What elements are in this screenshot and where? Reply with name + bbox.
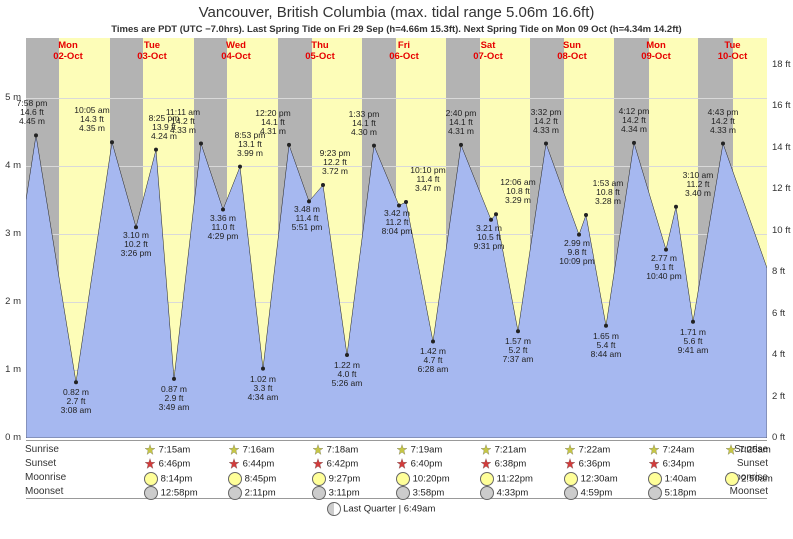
- footer-moonset: 4:33pm: [480, 486, 528, 500]
- footer-moonrise: 11:22pm: [480, 472, 533, 486]
- ytick-right: 2 ft: [772, 391, 785, 402]
- footer-label: Sunset: [737, 458, 768, 469]
- footer-label: Moonrise: [25, 472, 66, 483]
- footer-sunrise: 7:15am: [144, 444, 190, 456]
- footer-sunset: 6:44pm: [228, 458, 274, 470]
- footer-label: Sunset: [25, 458, 56, 469]
- y-axis-left: 0 m1 m2 m3 m4 m5 m: [0, 64, 24, 438]
- ytick-right: 6 ft: [772, 308, 785, 319]
- footer-moonrise: 9:27pm: [312, 472, 360, 486]
- ytick-left: 5 m: [5, 92, 21, 103]
- day-strip: [59, 38, 110, 438]
- footer-moonset: 3:11pm: [312, 486, 360, 500]
- ytick-right: 0 ft: [772, 432, 785, 443]
- y-axis-right: 0 ft2 ft4 ft6 ft8 ft10 ft12 ft14 ft16 ft…: [769, 64, 793, 438]
- footer-moonrise: 8:45pm: [228, 472, 276, 486]
- day-strip: [480, 38, 530, 438]
- footer-sunset: 6:46pm: [144, 458, 190, 470]
- footer-sunrise: 7:24am: [648, 444, 694, 456]
- ytick-right: 12 ft: [772, 183, 791, 194]
- ytick-left: 0 m: [5, 432, 21, 443]
- footer-sunset: 6:42pm: [312, 458, 358, 470]
- footer-sunset: 6:38pm: [480, 458, 526, 470]
- footer-sunrise: 7:16am: [228, 444, 274, 456]
- ytick-right: 4 ft: [772, 349, 785, 360]
- day-strip: [733, 38, 767, 438]
- footer-moonset: 5:18pm: [648, 486, 696, 500]
- night-strip: [614, 38, 649, 438]
- day-strip: [312, 38, 362, 438]
- footer-moonset: 12:58pm: [144, 486, 198, 500]
- chart-title: Vancouver, British Columbia (max. tidal …: [0, 0, 793, 24]
- ytick-right: 18 ft: [772, 59, 791, 70]
- footer-moonrise: 8:14pm: [144, 472, 192, 486]
- day-strip: [143, 38, 194, 438]
- last-quarter-note: Last Quarter | 6:49am: [327, 502, 436, 516]
- footer-moonrise: 10:20pm: [396, 472, 450, 486]
- footer-sunrise: 7:21am: [480, 444, 526, 456]
- footer-moonset: 3:58pm: [396, 486, 444, 500]
- tide-chart: Vancouver, British Columbia (max. tidal …: [0, 0, 793, 539]
- footer-sunrise: 7:22am: [564, 444, 610, 456]
- chart-canvas: Mon02-OctTue03-OctWed04-OctThu05-OctFri0…: [26, 38, 767, 438]
- day-strip: [396, 38, 446, 438]
- footer-moonrise: 1:40am: [648, 472, 696, 486]
- night-strip: [194, 38, 227, 438]
- day-strip: [649, 38, 698, 438]
- astro-footer: SunriseSunriseSunsetSunsetMoonriseMoonri…: [26, 440, 767, 535]
- day-strip: [227, 38, 278, 438]
- footer-label: Moonset: [730, 486, 768, 497]
- footer-sunrise: 7:25am: [725, 444, 771, 456]
- ytick-right: 14 ft: [772, 142, 791, 153]
- ytick-left: 3 m: [5, 228, 21, 239]
- footer-moonset: 2:11pm: [228, 486, 276, 500]
- ytick-right: 8 ft: [772, 266, 785, 277]
- footer-label: Sunrise: [25, 444, 59, 455]
- footer-sunset: 6:36pm: [564, 458, 610, 470]
- night-strip: [362, 38, 396, 438]
- night-strip: [530, 38, 564, 438]
- day-strip: [564, 38, 614, 438]
- night-strip: [26, 38, 59, 438]
- night-strip: [110, 38, 143, 438]
- footer-moonrise: 2:50am: [725, 472, 773, 486]
- footer-moonset: 4:59pm: [564, 486, 612, 500]
- ytick-left: 2 m: [5, 296, 21, 307]
- footer-sunrise: 7:18am: [312, 444, 358, 456]
- night-strip: [446, 38, 480, 438]
- night-strip: [698, 38, 733, 438]
- footer-label: Moonset: [25, 486, 63, 497]
- ytick-right: 16 ft: [772, 100, 791, 111]
- ytick-right: 10 ft: [772, 225, 791, 236]
- footer-sunset: 6:40pm: [396, 458, 442, 470]
- footer-sunrise: 7:19am: [396, 444, 442, 456]
- footer-moonrise: 12:30am: [564, 472, 618, 486]
- chart-subtitle: Times are PDT (UTC −7.0hrs). Last Spring…: [0, 24, 793, 38]
- night-strip: [278, 38, 312, 438]
- ytick-left: 4 m: [5, 160, 21, 171]
- footer-sunset: 6:34pm: [648, 458, 694, 470]
- ytick-left: 1 m: [5, 364, 21, 375]
